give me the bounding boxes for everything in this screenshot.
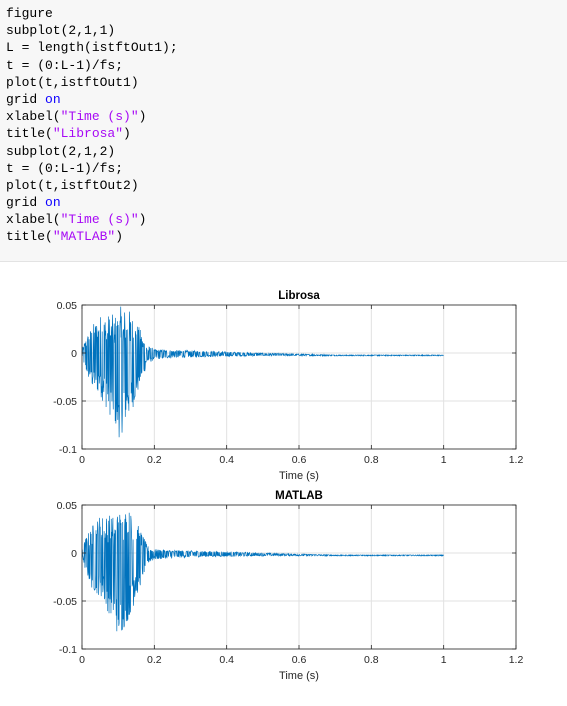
code-token: ) [139, 212, 147, 227]
y-tick-label: 0.05 [57, 500, 78, 512]
y-tick-label: 0 [71, 548, 77, 560]
code-line[interactable]: plot(t,istftOut2) [6, 177, 567, 194]
code-token: t = (0:L-1)/fs; [6, 161, 123, 176]
code-token: ) [115, 229, 123, 244]
x-tick-label: 0.4 [219, 654, 234, 666]
code-token: grid [6, 195, 45, 210]
code-token: t = (0:L-1)/fs; [6, 58, 123, 73]
code-token: ) [123, 126, 131, 141]
code-token: "Librosa" [53, 126, 123, 141]
code-line[interactable]: subplot(2,1,1) [6, 22, 567, 39]
code-line[interactable]: t = (0:L-1)/fs; [6, 57, 567, 74]
x-tick-label: 0.4 [219, 454, 234, 466]
axes-librosa: 0 0.2 0.4 0.6 0.8 1 1.2 0.05 0 -0.05 -0.1 Librosa Ti… [53, 290, 523, 482]
y-tick-label: -0.1 [59, 644, 77, 656]
code-token: xlabel( [6, 109, 61, 124]
y-tick-label: -0.1 [59, 444, 77, 456]
code-token: on [45, 195, 61, 210]
code-line[interactable]: xlabel("Time (s)") [6, 108, 567, 125]
x-tick-label: 0.6 [292, 454, 307, 466]
x-tick-label: 0 [79, 454, 85, 466]
x-tick-label: 0.8 [364, 654, 379, 666]
x-tick-label: 0.2 [147, 654, 162, 666]
chart-title: MATLAB [275, 490, 323, 502]
y-tick-label: 0 [71, 348, 77, 360]
code-token: title( [6, 229, 53, 244]
x-tick-label: 0 [79, 654, 85, 666]
code-editor[interactable]: figure subplot(2,1,1) L = length(istftOut1… [6, 5, 567, 246]
code-token: plot(t,istftOut2) [6, 178, 139, 193]
x-tick-label: 0.2 [147, 454, 162, 466]
code-token: "Time (s)" [61, 212, 139, 227]
code-cell[interactable]: figure subplot(2,1,1) L = length(istftOut1… [0, 0, 567, 262]
x-axis-label: Time (s) [279, 470, 319, 482]
y-tick-label: -0.05 [53, 596, 77, 608]
code-token: "MATLAB" [53, 229, 115, 244]
x-tick-label: 1 [441, 654, 447, 666]
x-tick-label: 1 [441, 454, 447, 466]
chart-title: Librosa [278, 290, 320, 302]
axes-matlab: 0 0.2 0.4 0.6 0.8 1 1.2 0.05 0 -0.05 -0.1 MATLAB Tim… [53, 490, 523, 682]
code-line[interactable]: xlabel("Time (s)") [6, 211, 567, 228]
code-token: grid [6, 92, 45, 107]
code-line[interactable]: subplot(2,1,2) [6, 143, 567, 160]
code-token: title( [6, 126, 53, 141]
code-token: figure [6, 6, 53, 21]
code-line[interactable]: t = (0:L-1)/fs; [6, 160, 567, 177]
code-token: xlabel( [6, 212, 61, 227]
y-tick-label: 0.05 [57, 300, 78, 312]
x-tick-label: 1.2 [509, 654, 524, 666]
code-token: L = length(istftOut1); [6, 40, 178, 55]
code-token: ) [139, 109, 147, 124]
code-token: subplot(2,1,2) [6, 144, 115, 159]
code-line[interactable]: grid on [6, 194, 567, 211]
x-tick-label: 0.6 [292, 654, 307, 666]
figure-window: 0 0.2 0.4 0.6 0.8 1 1.2 0.05 0 -0.05 -0.1 Librosa Ti… [0, 263, 567, 701]
code-token: subplot(2,1,1) [6, 23, 115, 38]
code-line[interactable]: title("Librosa") [6, 125, 567, 142]
code-token: on [45, 92, 61, 107]
y-tick-label: -0.05 [53, 396, 77, 408]
code-line[interactable]: plot(t,istftOut1) [6, 74, 567, 91]
x-tick-label: 1.2 [509, 454, 524, 466]
code-line[interactable]: figure [6, 5, 567, 22]
code-line[interactable]: grid on [6, 91, 567, 108]
code-line[interactable]: title("MATLAB") [6, 228, 567, 245]
code-token: plot(t,istftOut1) [6, 75, 139, 90]
figure-canvas: 0 0.2 0.4 0.6 0.8 1 1.2 0.05 0 -0.05 -0.1 Librosa Ti… [0, 263, 567, 701]
code-line[interactable]: L = length(istftOut1); [6, 39, 567, 56]
x-axis-label: Time (s) [279, 670, 319, 682]
x-tick-label: 0.8 [364, 454, 379, 466]
code-token: "Time (s)" [61, 109, 139, 124]
